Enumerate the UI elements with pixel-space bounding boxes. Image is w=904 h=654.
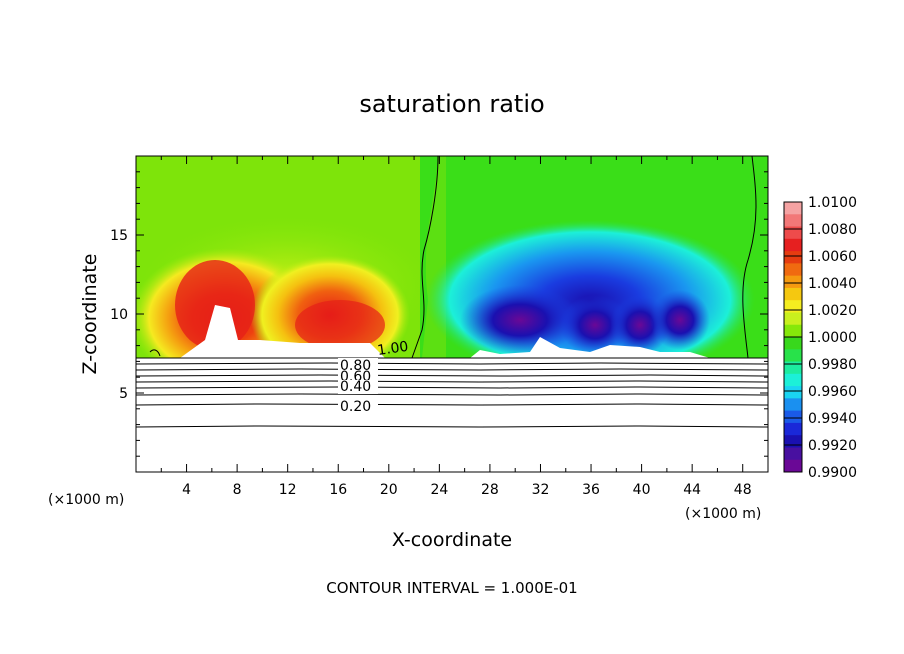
x-unit-left: (×1000 m) <box>48 492 124 508</box>
colorbar-label: 1.0020 <box>808 303 857 319</box>
contour-line-6 <box>136 386 768 389</box>
cool-region-3 <box>560 295 630 355</box>
y-tick-label: 5 <box>119 386 128 402</box>
contour-line-3 <box>136 368 768 371</box>
colorbar-swatch <box>784 300 802 313</box>
x-tick-label: 36 <box>582 482 600 498</box>
contour-label-0-20: 0.20 <box>340 399 371 415</box>
warm-core-4 <box>295 300 385 350</box>
colorbar-label: 1.0060 <box>808 249 857 265</box>
colorbar-swatch <box>784 251 802 264</box>
colorbar-swatch <box>784 361 802 375</box>
colorbar: 1.0100 1.0080 1.0060 1.0040 1.0020 1.0000 0.99… <box>783 195 857 481</box>
y-axis-label: Z-coordinate <box>79 254 101 375</box>
cool-region-5 <box>650 290 710 350</box>
x-tick-label: 48 <box>734 482 752 498</box>
contour-label-0-40: 0.40 <box>340 379 371 395</box>
x-tick-label: 4 <box>182 482 191 498</box>
colorbar-swatch <box>784 324 802 338</box>
colorbar-swatch <box>784 373 802 387</box>
y-axis: 5 10 15 <box>110 171 768 457</box>
x-tick-label: 20 <box>380 482 398 498</box>
colorbar-swatch <box>784 214 802 228</box>
contour-line-7 <box>136 393 768 396</box>
colorbar-swatch <box>784 422 802 436</box>
colorbar-label: 1.0080 <box>808 222 857 238</box>
colorbar-swatch <box>784 263 802 277</box>
saturation-field: 0.80 0.60 0.40 0.20 1.00 <box>136 156 768 472</box>
colorbar-swatch <box>784 459 802 473</box>
contour-line-8 <box>136 403 768 406</box>
contour-line-1-00-right <box>742 156 757 359</box>
cool-region-2 <box>460 285 580 355</box>
x-tick-label: 32 <box>532 482 550 498</box>
colorbar-label: 0.9980 <box>808 357 857 373</box>
colorbar-swatch <box>784 238 802 252</box>
contour-line-1-00-left <box>411 156 439 359</box>
colorbar-swatch <box>784 398 802 412</box>
contour-line-4 <box>136 374 768 377</box>
x-axis: 4 8 12 16 20 24 28 32 36 40 44 48 <box>160 156 752 498</box>
y-tick-label: 10 <box>110 307 128 323</box>
colorbar-swatch <box>784 410 802 424</box>
x-tick-label: 16 <box>329 482 347 498</box>
x-tick-label: 8 <box>233 482 242 498</box>
colorbar-label: 1.0040 <box>808 276 857 292</box>
x-axis-label: X-coordinate <box>392 529 512 551</box>
contour-label-1-00: 1.00 <box>376 339 409 359</box>
colorbar-label: 0.9900 <box>808 465 857 481</box>
colorbar-swatch <box>784 202 802 215</box>
x-unit-right: (×1000 m) <box>685 506 761 522</box>
colorbar-swatch <box>784 287 802 301</box>
x-tick-label: 12 <box>279 482 297 498</box>
colorbar-swatch <box>784 435 802 448</box>
colorbar-swatch <box>784 275 802 289</box>
colorbar-label: 1.0100 <box>808 195 857 211</box>
contour-line-2 <box>136 362 768 365</box>
x-tick-label: 44 <box>683 482 701 498</box>
colorbar-swatch <box>784 386 802 399</box>
colorbar-swatch <box>784 312 802 326</box>
x-tick-label: 40 <box>633 482 651 498</box>
contour-line-9 <box>136 425 768 428</box>
x-tick-label: 28 <box>481 482 499 498</box>
colorbar-label: 1.0000 <box>808 330 857 346</box>
contour-line-5 <box>136 380 768 383</box>
colorbar-swatch <box>784 447 802 461</box>
ground-white-area <box>136 305 768 472</box>
colorbar-label: 0.9960 <box>808 384 857 400</box>
colorbar-swatch <box>784 349 802 363</box>
colorbar-label: 0.9920 <box>808 438 857 454</box>
contour-interval-note: CONTOUR INTERVAL = 1.000E-01 <box>326 579 577 597</box>
y-tick-label: 15 <box>110 228 128 244</box>
colorbar-swatch <box>784 226 802 240</box>
colorbar-swatch <box>784 337 802 350</box>
x-tick-label: 24 <box>430 482 448 498</box>
contour-line-10 <box>149 349 161 357</box>
chart-title: saturation ratio <box>359 90 544 118</box>
colorbar-label: 0.9940 <box>808 411 857 427</box>
contour-lines <box>136 156 768 428</box>
